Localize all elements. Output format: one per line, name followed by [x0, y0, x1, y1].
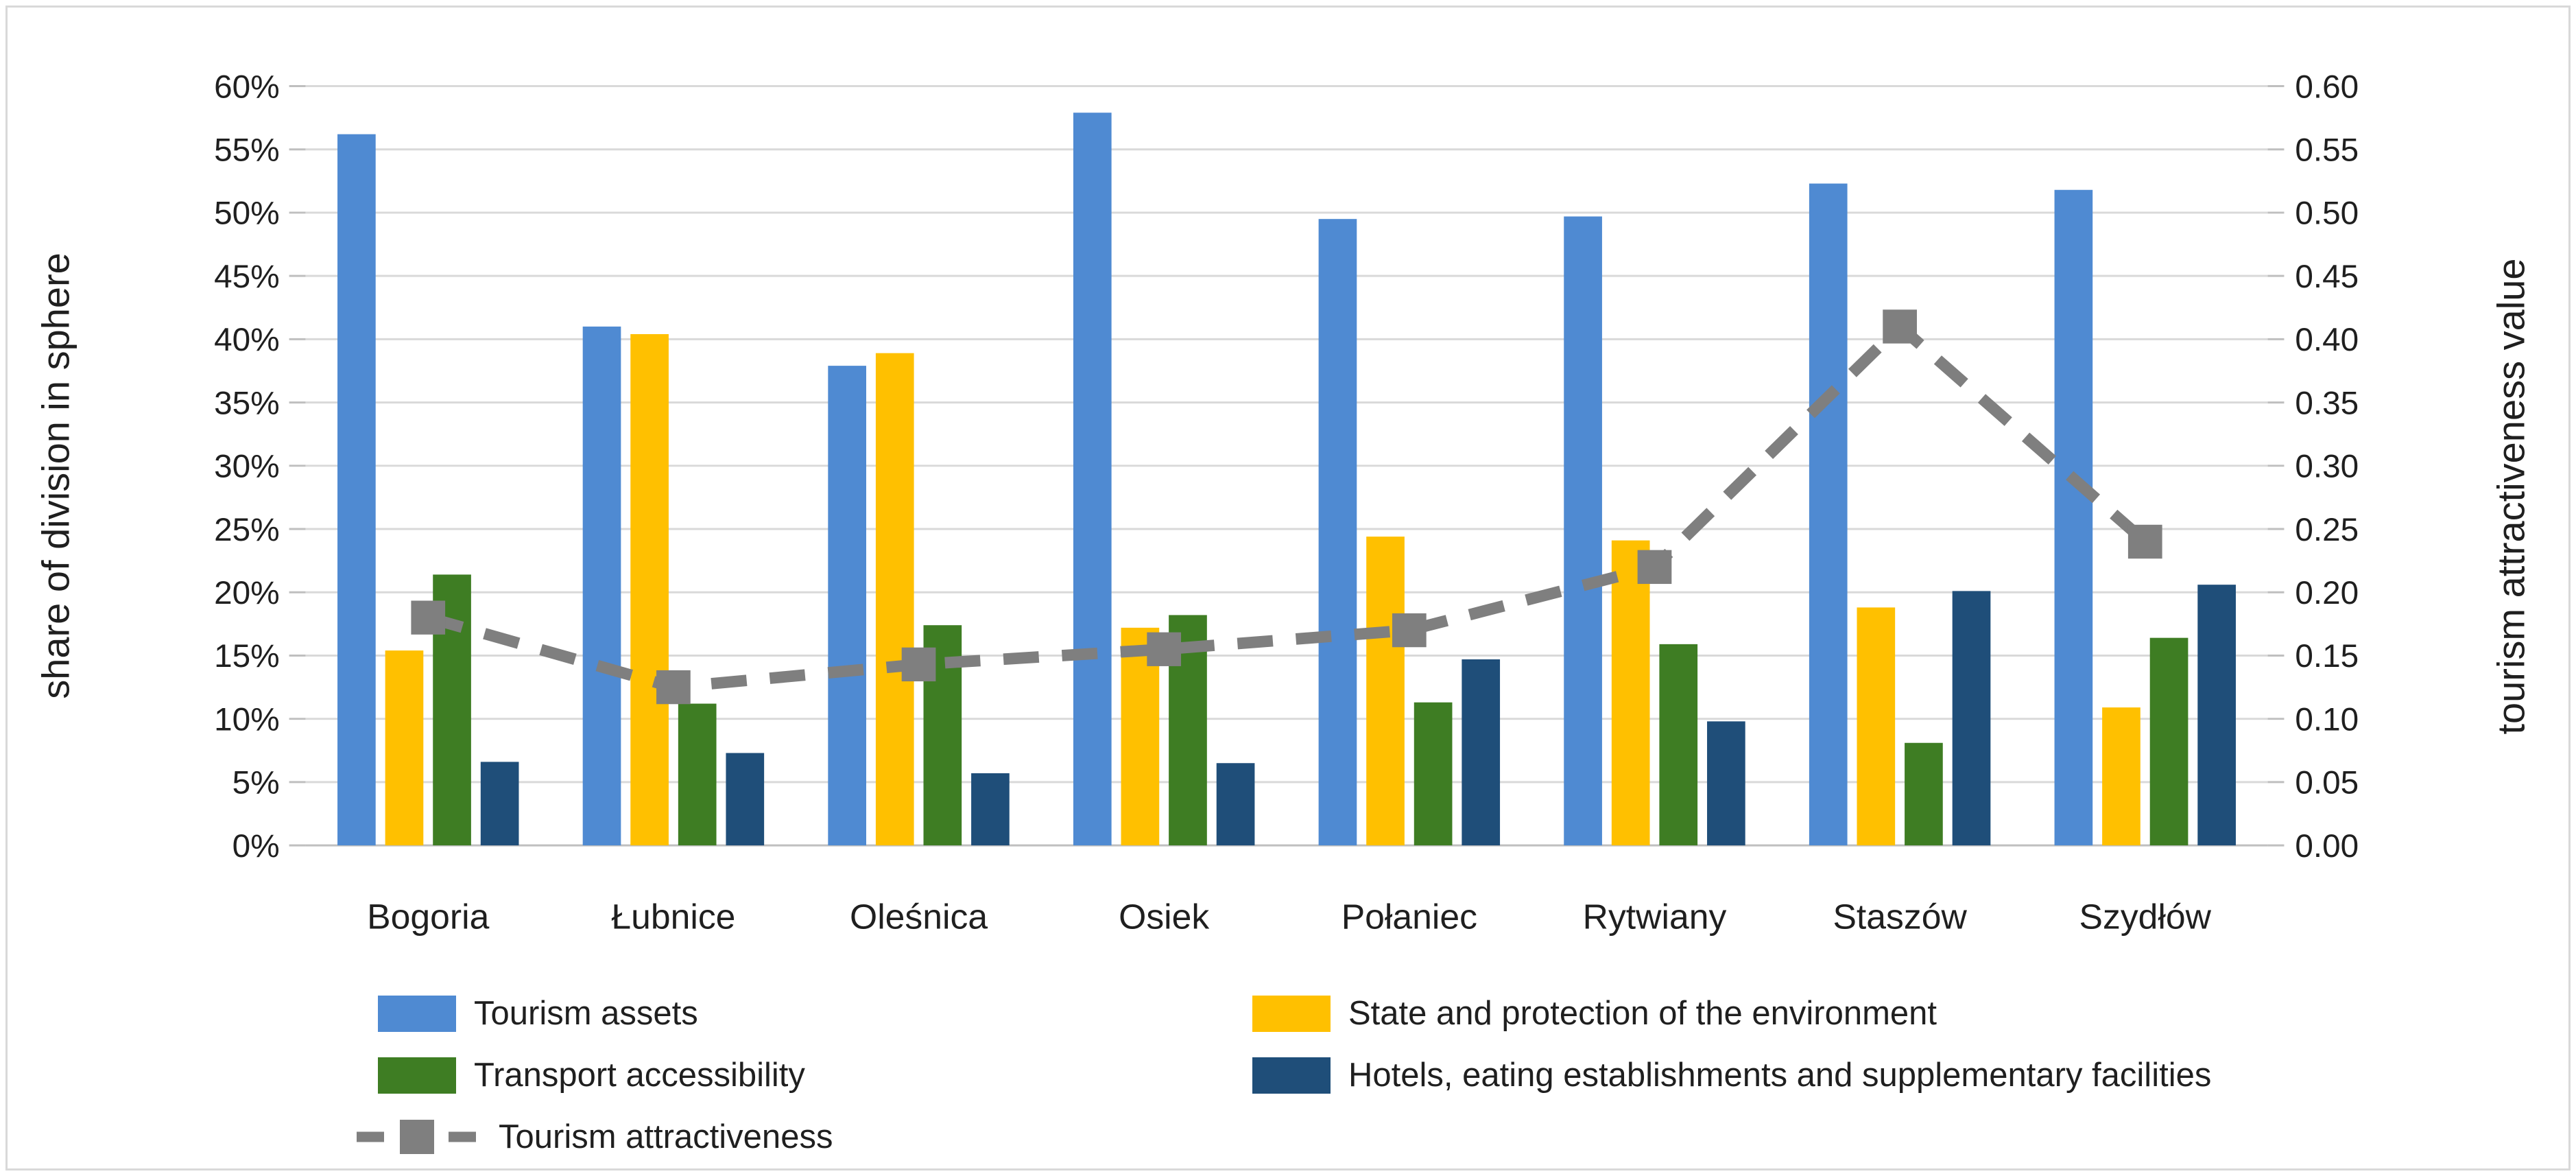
right-axis-tick-label: 0.25 — [2295, 512, 2359, 548]
marker-staszów — [1883, 309, 1917, 344]
bar-połaniec — [1462, 659, 1501, 846]
marker-łubnice — [656, 670, 691, 705]
bar-oleśnica — [875, 353, 914, 846]
chart-figure: 0% 0.00 5% 0.05 10% 0.10 15% 0.15 20% 0.20 25% 0.25… — [5, 5, 2571, 1171]
category-label: Staszów — [1833, 897, 1967, 937]
series-state-and-protection-of-the-environment — [385, 334, 2140, 846]
series-hotels-eating-establishments-and-supplementary-facilities — [480, 585, 2236, 846]
series-transport-accessibility — [433, 574, 2189, 846]
left-axis-tick-label: 25% — [214, 512, 280, 548]
category-label: Szydłów — [2079, 897, 2212, 937]
marker-oleśnica — [901, 647, 936, 682]
marker-szydłów — [2127, 524, 2162, 559]
right-axis-tick-label: 0.35 — [2295, 386, 2359, 422]
bar-osiek — [1073, 113, 1112, 846]
bar-rytwiany — [1564, 216, 1602, 846]
marker-rytwiany — [1637, 550, 1672, 585]
left-axis-tick-label: 5% — [232, 765, 280, 801]
bar-staszów — [1952, 591, 1991, 846]
right-axis-tick-label: 0.15 — [2295, 638, 2359, 674]
bar-osiek — [1216, 763, 1255, 846]
category-label: Bogoria — [367, 897, 489, 937]
bar-bogoria — [337, 134, 376, 846]
bar-łubnice — [726, 753, 765, 846]
right-axis-tick-label: 0.20 — [2295, 575, 2359, 611]
bar-oleśnica — [971, 773, 1010, 846]
left-axis-tick-label: 40% — [214, 322, 280, 358]
category-label: Rytwiany — [1583, 897, 1727, 937]
left-axis-tick-label: 55% — [214, 132, 280, 169]
line-series — [411, 309, 2162, 705]
right-axis-tick-label: 0.05 — [2295, 765, 2359, 801]
bar-szydłów — [2197, 585, 2236, 846]
right-axis-tick-label: 0.50 — [2295, 196, 2359, 232]
combo-chart-canvas: 0% 0.00 5% 0.05 10% 0.10 15% 0.15 20% 0.20 25% 0.25… — [214, 69, 2359, 936]
bar-oleśnica — [828, 366, 866, 846]
category-label: Oleśnica — [850, 897, 988, 937]
bar-staszów — [1809, 183, 1848, 846]
bar-bogoria — [385, 650, 424, 846]
right-axis-tick-label: 0.45 — [2295, 259, 2359, 295]
marker-osiek — [1147, 632, 1182, 666]
left-axis-tick-label: 15% — [214, 638, 280, 674]
category-label: Połaniec — [1341, 897, 1477, 937]
bar-łubnice — [582, 326, 621, 846]
right-axis-tick-label: 0.10 — [2295, 702, 2359, 738]
right-axis-tick-label: 0.30 — [2295, 449, 2359, 485]
bar-szydłów — [2102, 707, 2140, 846]
bar-staszów — [1857, 607, 1896, 846]
left-axis-tick-label: 60% — [214, 69, 280, 105]
left-axis-tick-label: 30% — [214, 449, 280, 485]
tourism-attractiveness-line — [426, 318, 2149, 694]
right-axis-title: tourism attractiveness value — [2489, 258, 2533, 735]
right-axis-tick-label: 0.60 — [2295, 69, 2359, 105]
left-axis-title: share of division in sphere — [34, 252, 77, 699]
left-axis-tick-label: 35% — [214, 386, 280, 422]
bar-łubnice — [630, 334, 669, 846]
bar-staszów — [1905, 742, 1943, 846]
marker-bogoria — [411, 600, 446, 635]
series-tourism-assets — [337, 113, 2093, 846]
right-axis-tick-label: 0.55 — [2295, 132, 2359, 169]
bar-szydłów — [2054, 189, 2093, 846]
left-axis-tick-label: 45% — [214, 259, 280, 295]
bar-rytwiany — [1659, 644, 1698, 846]
right-axis-tick-label: 0.40 — [2295, 322, 2359, 358]
bar-połaniec — [1414, 702, 1453, 846]
category-label: Łubnice — [611, 897, 735, 937]
bar-połaniec — [1318, 219, 1357, 846]
left-axis-tick-label: 10% — [214, 702, 280, 738]
category-label: Osiek — [1119, 897, 1209, 937]
left-axis-tick-label: 0% — [232, 828, 280, 865]
bar-rytwiany — [1707, 721, 1745, 846]
right-axis-tick-label: 0.00 — [2295, 828, 2359, 865]
marker-połaniec — [1392, 613, 1427, 648]
bar-series — [337, 113, 2236, 846]
bar-łubnice — [678, 703, 717, 846]
bar-szydłów — [2149, 637, 2189, 846]
bar-bogoria — [480, 762, 519, 846]
bar-połaniec — [1366, 537, 1405, 846]
axis-labels: 0% 0.00 5% 0.05 10% 0.10 15% 0.15 20% 0.20 25% 0.25… — [214, 69, 2359, 936]
left-axis-tick-label: 20% — [214, 575, 280, 611]
bar-rytwiany — [1611, 540, 1650, 846]
left-axis-tick-label: 50% — [214, 196, 280, 232]
